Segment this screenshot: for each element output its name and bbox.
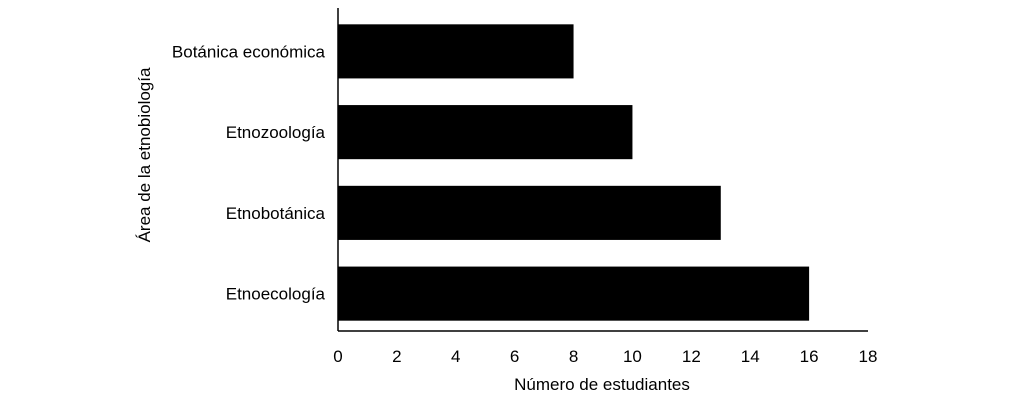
category-label: Etnoecología [226,285,326,304]
bar-2 [338,185,721,240]
x-tick-label: 12 [682,347,701,366]
category-label: Botánica económica [172,42,326,61]
x-tick-label: 2 [392,347,401,366]
bar-1 [338,105,633,160]
bar-3 [338,266,810,321]
bar-0 [338,24,574,79]
y-axis-title: Área de la etnobiología [135,67,154,242]
category-labels: Botánica económica Etnozoología Etnobotáni… [172,42,326,303]
x-tick-label: 10 [623,347,642,366]
x-tick-label: 8 [569,347,578,366]
x-tick-label: 18 [859,347,878,366]
x-tick-label: 14 [741,347,760,366]
x-tick-label: 6 [510,347,519,366]
category-label: Etnobotánica [226,204,326,223]
x-axis-title: Número de estudiantes [514,375,690,394]
category-label: Etnozoología [226,123,326,142]
x-tick-label: 4 [451,347,460,366]
x-tick-label: 16 [800,347,819,366]
x-tick-labels: 0 2 4 6 8 10 12 14 16 18 [333,347,877,366]
x-tick-label: 0 [333,347,342,366]
bars-group [338,24,810,321]
